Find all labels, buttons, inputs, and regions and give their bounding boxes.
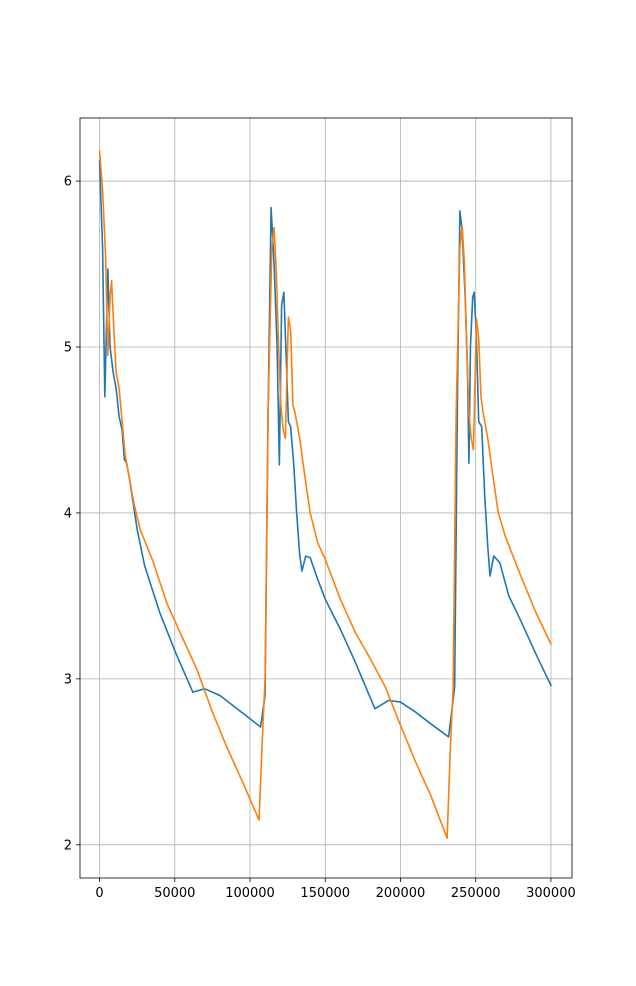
series-line-2 — [98, 150, 553, 839]
plot-frame — [79, 117, 573, 879]
grid-layer — [80, 118, 572, 878]
x-tick-label: 300000 — [526, 886, 576, 901]
x-tick-label: 100000 — [225, 886, 275, 901]
x-tick-label: 0 — [95, 886, 103, 901]
ticks-layer: 0 50000 100000 150000 200000 250000 300000 2 3 4 5… — [64, 175, 576, 901]
y-tick-label: 5 — [64, 340, 72, 355]
y-tick-label: 4 — [64, 506, 72, 521]
x-tick-label: 200000 — [376, 886, 426, 901]
y-tick-label: 3 — [64, 672, 72, 687]
x-tick-label: 50000 — [154, 886, 195, 901]
x-tick-label: 250000 — [451, 886, 501, 901]
series-layer — [98, 150, 553, 839]
x-tick-label: 150000 — [300, 886, 350, 901]
y-tick-label: 2 — [64, 838, 72, 853]
y-tick-label: 6 — [64, 175, 72, 190]
